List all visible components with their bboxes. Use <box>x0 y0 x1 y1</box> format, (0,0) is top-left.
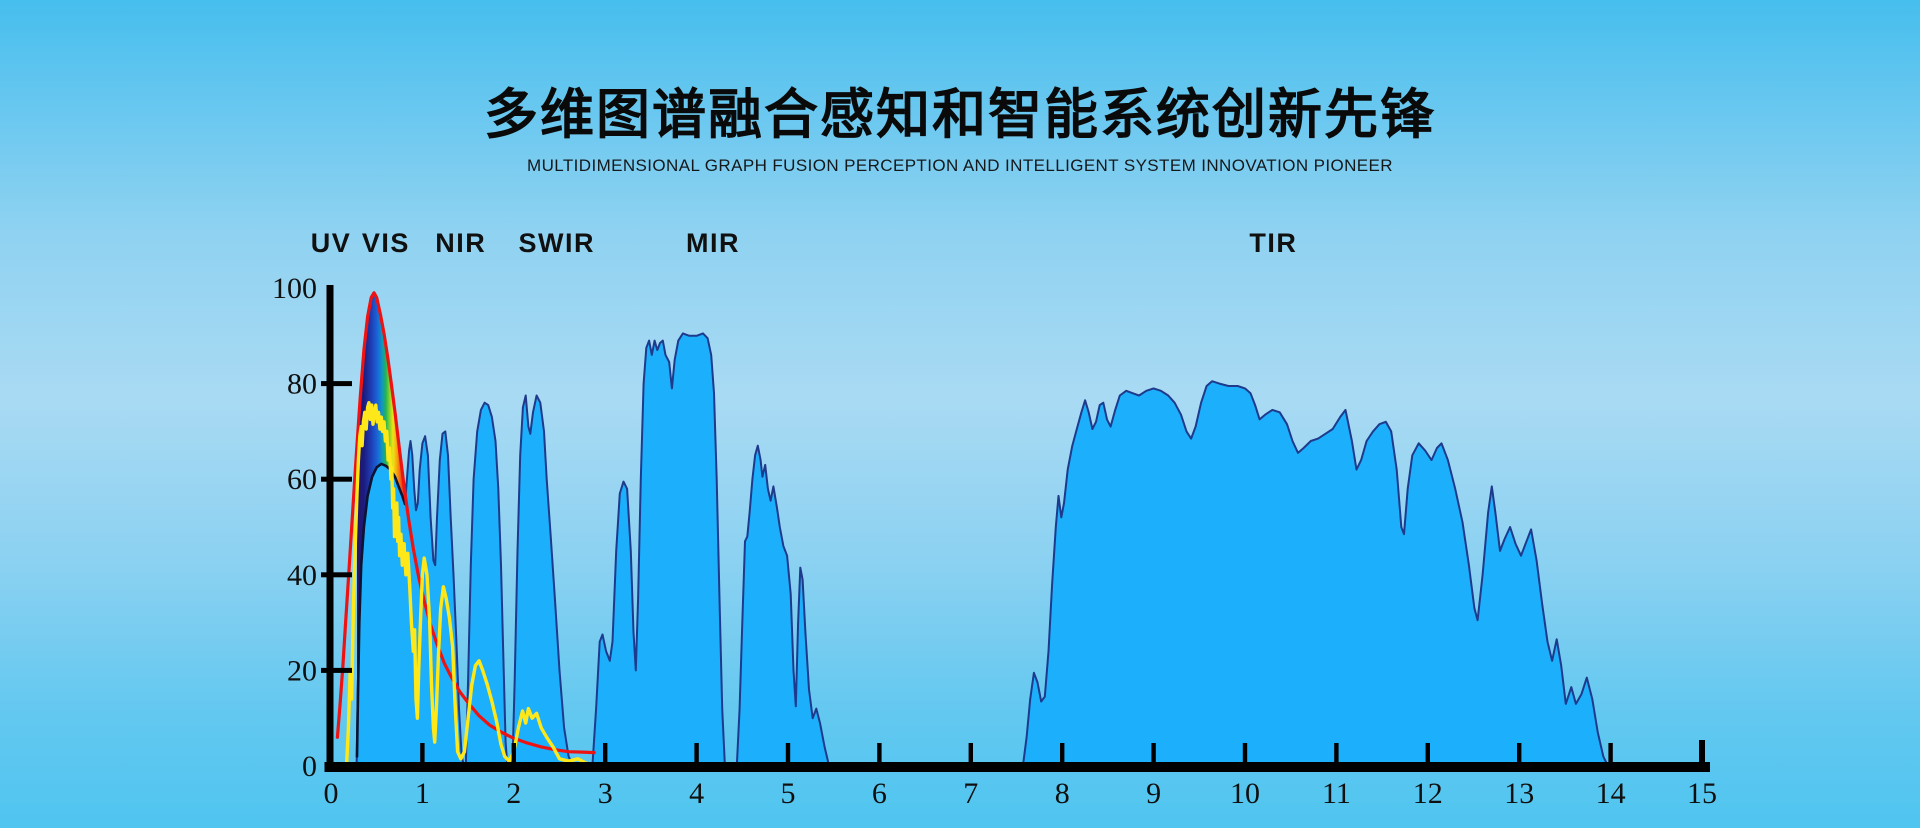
x-tick-3 <box>603 743 608 762</box>
page-subtitle: MULTIDIMENSIONAL GRAPH FUSION PERCEPTION… <box>527 156 1393 175</box>
x-tick-12 <box>1425 743 1430 762</box>
x-tick-11 <box>1334 743 1339 762</box>
red-blackbody-curve <box>335 291 596 755</box>
y-tick-20 <box>321 667 352 673</box>
x-tick-label-11: 11 <box>1322 777 1351 810</box>
transmission-area-fill <box>356 333 1608 766</box>
x-tick-label-4: 4 <box>689 777 704 810</box>
band-label-swir: SWIR <box>519 228 596 258</box>
yellow-solar-curve <box>344 401 589 768</box>
y-tick-label-80: 80 <box>287 368 317 401</box>
x-axis-line <box>324 762 1710 772</box>
x-tick-label-6: 6 <box>872 777 887 810</box>
band-label-uv: UV <box>311 228 352 258</box>
x-tick-label-1: 1 <box>415 777 430 810</box>
y-tick-40 <box>321 572 352 578</box>
x-tick-label-15: 15 <box>1687 777 1717 810</box>
band-label-mir: MIR <box>686 228 740 258</box>
band-label-nir: NIR <box>435 228 486 258</box>
y-tick-label-100: 100 <box>272 272 317 305</box>
x-tick-label-2: 2 <box>506 777 521 810</box>
y-tick-80 <box>321 381 352 387</box>
x-tick-8 <box>1060 743 1065 762</box>
y-tick-label-40: 40 <box>287 559 317 592</box>
band-label-vis: VIS <box>362 228 410 258</box>
black-envelope-curve <box>355 462 407 758</box>
x-tick-label-10: 10 <box>1230 777 1260 810</box>
y-tick-60 <box>321 476 352 482</box>
x-tick-label-0: 0 <box>324 777 339 810</box>
x-tick-15 <box>1699 740 1705 762</box>
x-tick-10 <box>1242 743 1248 762</box>
x-tick-label-8: 8 <box>1055 777 1070 810</box>
x-tick-label-7: 7 <box>963 777 978 810</box>
y-tick-label-20: 20 <box>287 654 317 687</box>
x-tick-9 <box>1151 743 1156 762</box>
x-tick-label-5: 5 <box>781 777 796 810</box>
x-tick-1 <box>420 743 425 762</box>
page-title: 多维图谱融合感知和智能系统创新先锋 <box>484 85 1436 145</box>
transmission-area-outline <box>355 332 1609 767</box>
band-label-tir: TIR <box>1249 228 1297 258</box>
x-tick-13 <box>1517 743 1522 762</box>
x-tick-2 <box>511 743 516 762</box>
x-tick-5 <box>785 743 791 762</box>
x-tick-6 <box>877 743 882 762</box>
x-tick-label-12: 12 <box>1413 777 1443 810</box>
x-tick-label-14: 14 <box>1596 777 1626 810</box>
x-tick-7 <box>968 743 973 762</box>
y-tick-label-0: 0 <box>302 750 317 783</box>
x-tick-14 <box>1608 743 1613 762</box>
x-tick-label-3: 3 <box>598 777 613 810</box>
x-tick-4 <box>694 743 699 762</box>
y-axis-line <box>326 285 334 772</box>
y-tick-label-60: 60 <box>287 463 317 496</box>
x-tick-label-9: 9 <box>1146 777 1161 810</box>
x-tick-label-13: 13 <box>1504 777 1534 810</box>
